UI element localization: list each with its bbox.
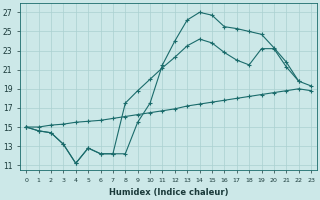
X-axis label: Humidex (Indice chaleur): Humidex (Indice chaleur) xyxy=(109,188,228,197)
